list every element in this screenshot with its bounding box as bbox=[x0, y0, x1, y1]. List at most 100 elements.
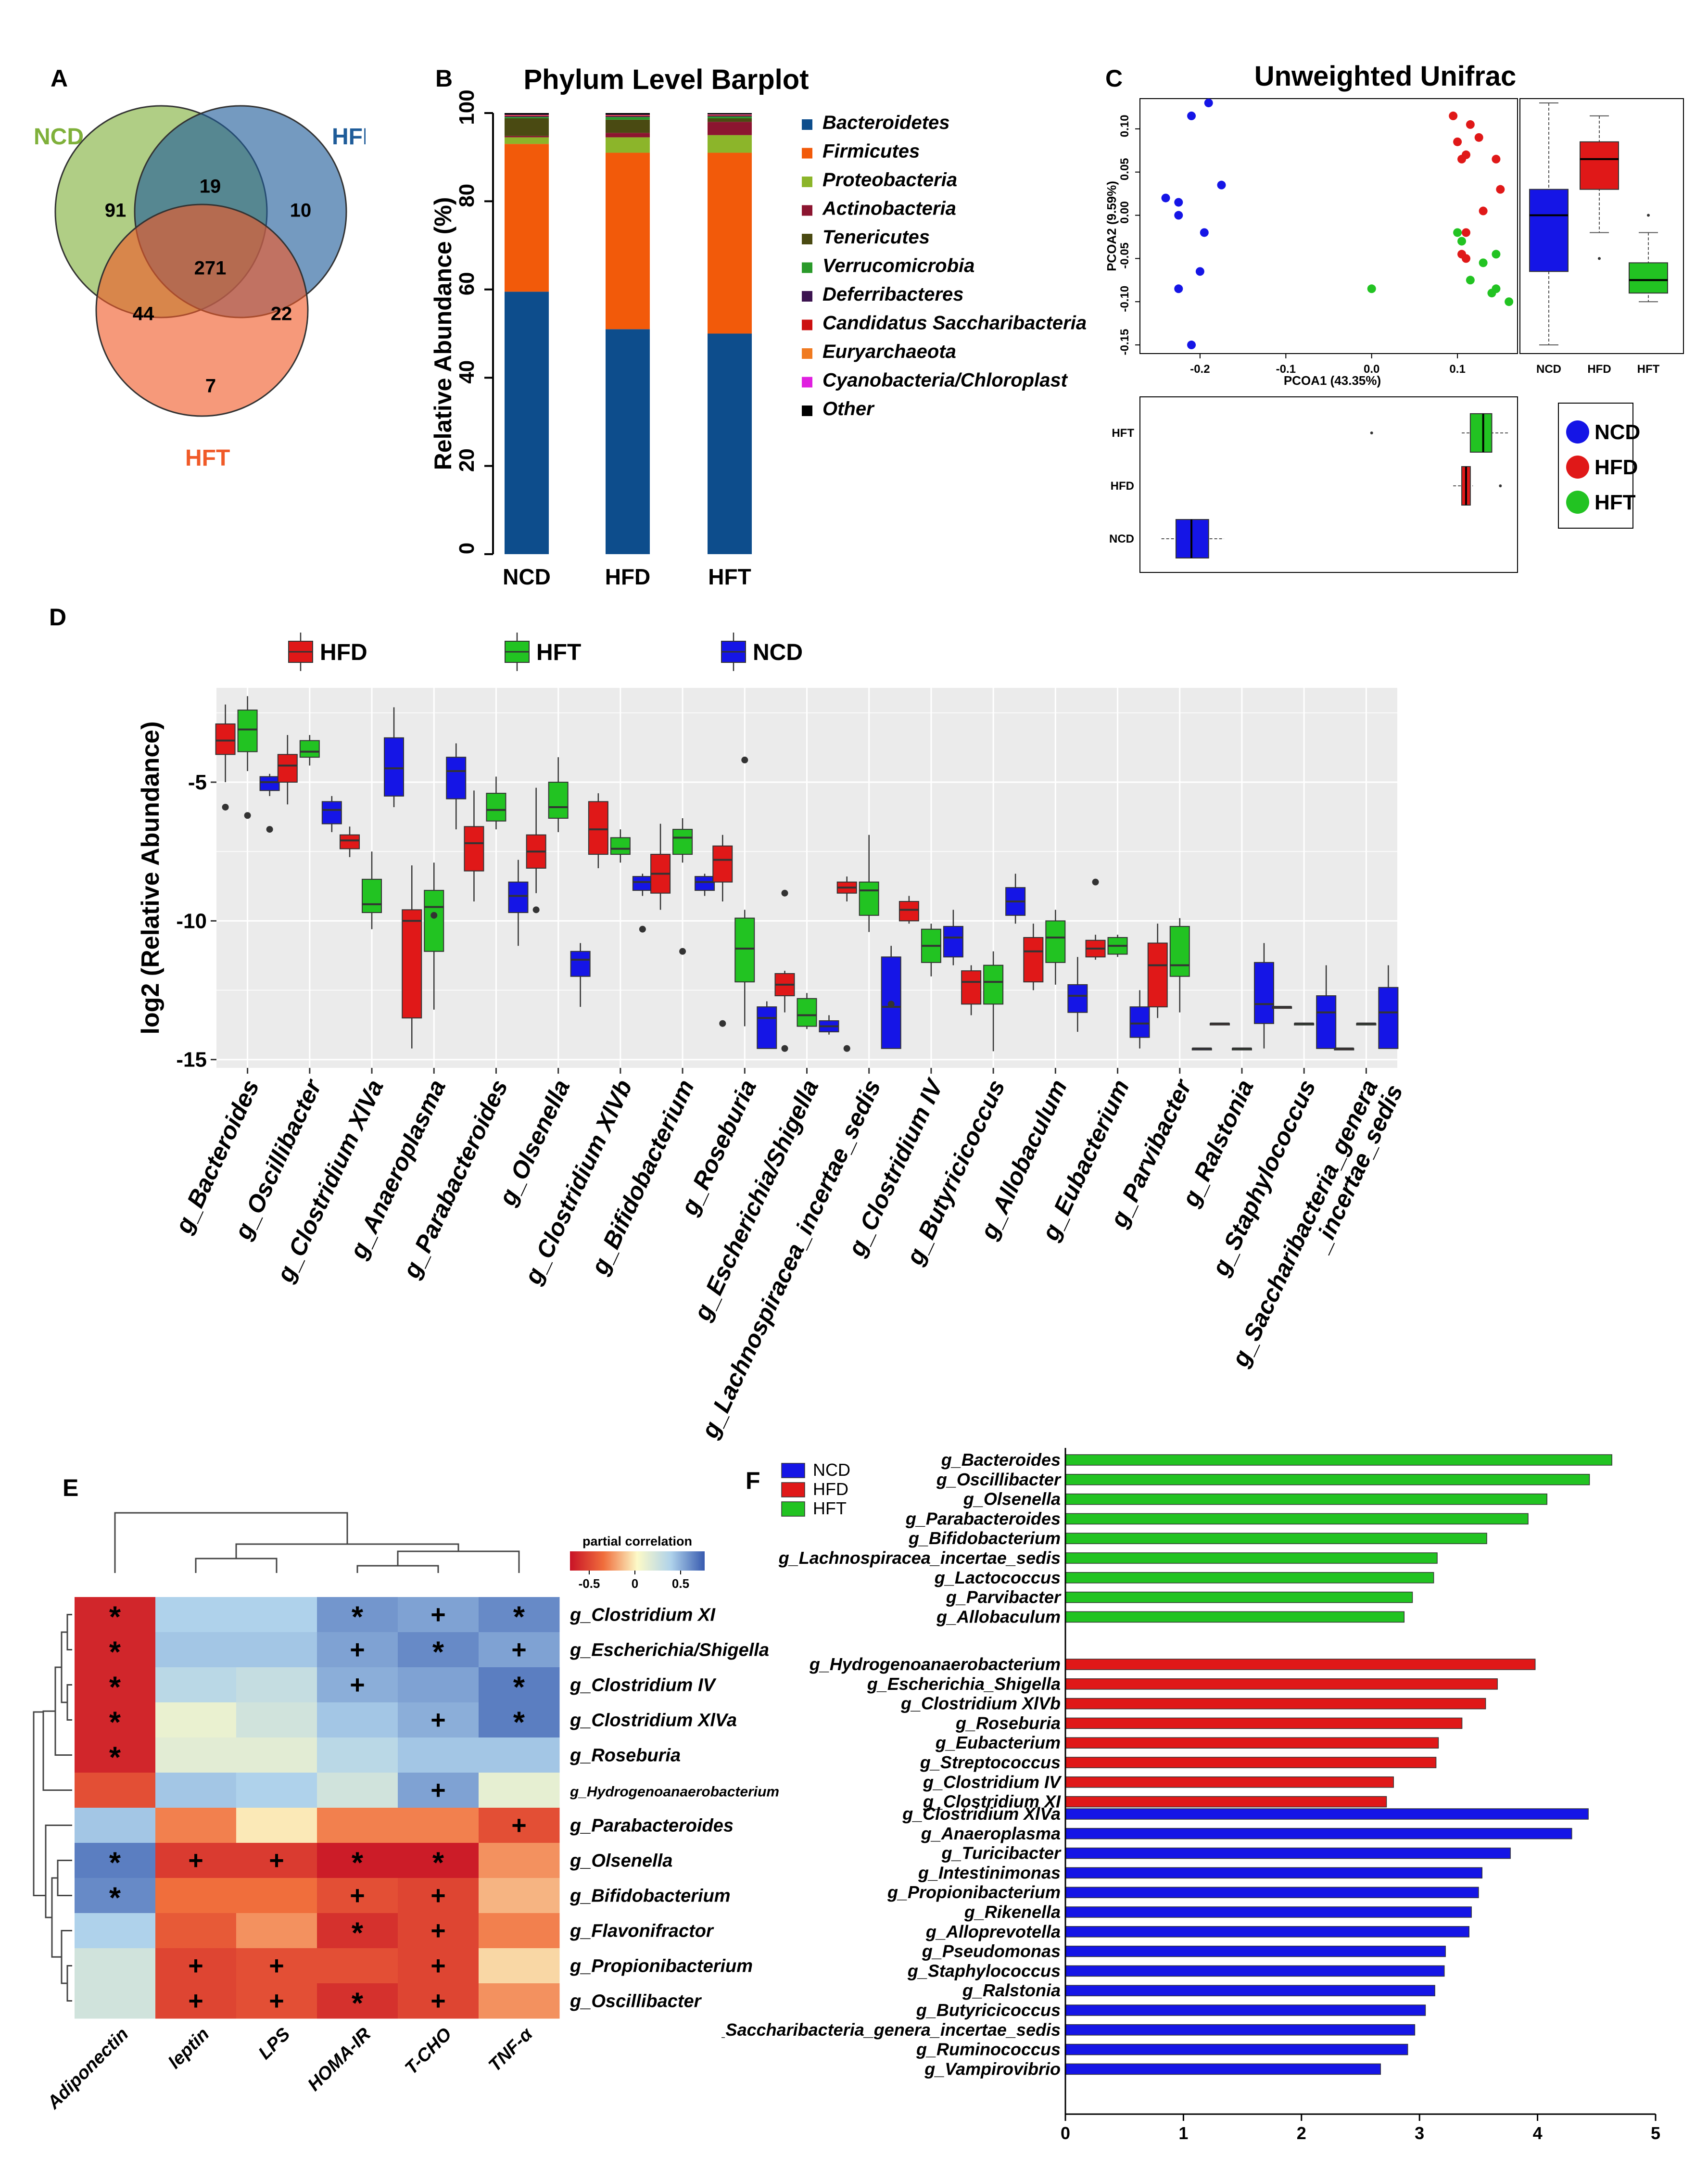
heatmap-cell-g-hydrogenoanaerobacterium-tnf bbox=[479, 1773, 560, 1808]
heatmap-cell-g-escherichia-shigella-t-cho bbox=[398, 1632, 479, 1668]
heatmap-cell-g-propionibacterium-homa-ir bbox=[317, 1948, 398, 1984]
point-ncd bbox=[1161, 193, 1170, 203]
venn-count-hft-only: 7 bbox=[205, 376, 216, 397]
box-hfd-g-clostridium-xlva bbox=[340, 834, 360, 850]
bar-label-g-clostridium-xlva: g_Clostridium XlVa bbox=[902, 1804, 1061, 1824]
bar-ncd-g-saccharibacteria-genera-incertae-sedis bbox=[1065, 2024, 1416, 2036]
point-hfd bbox=[1449, 111, 1458, 120]
legend-swatch-other bbox=[802, 406, 812, 416]
outlier-hfd-g-lachnospiracea-incertae-sedis bbox=[843, 1045, 850, 1052]
heatmap-cell-g-propionibacterium-leptin bbox=[155, 1948, 237, 1984]
heatmap-cell-g-hydrogenoanaerobacterium-lps bbox=[236, 1773, 317, 1808]
significance-mark: + bbox=[511, 1636, 527, 1664]
row-label-g-roseburia: g_Roseburia bbox=[569, 1746, 681, 1766]
heatmap-cell-g-olsenella-leptin bbox=[155, 1843, 237, 1878]
bar-hfd-g-streptococcus bbox=[1065, 1757, 1437, 1768]
legend-label-verrucomicrobia: Verrucomicrobia bbox=[822, 255, 974, 277]
heatmap-cell-g-clostridium-iv-lps bbox=[236, 1667, 317, 1703]
significance-mark: + bbox=[430, 1881, 446, 1910]
venn-set-label-ncd: NCD bbox=[34, 124, 84, 150]
box-hfd-g-parabacteroides bbox=[464, 826, 484, 872]
legend-label-hft: HFT bbox=[536, 640, 581, 665]
legend-swatch-euryarchaeota bbox=[802, 348, 812, 359]
bar-hfd-g-escherichia-shigella bbox=[1065, 1678, 1498, 1690]
bar-label-g-propionibacterium: g_Propionibacterium bbox=[887, 1882, 1061, 1902]
bar-segment-hft-firmicutes bbox=[708, 152, 752, 334]
legend-swatch-deferribacteres bbox=[802, 291, 812, 302]
box-hft-g-butyricicoccus bbox=[983, 964, 1004, 1005]
y-tick-label: -0.05 bbox=[1118, 242, 1131, 269]
point-hfd bbox=[1461, 254, 1470, 263]
heatmap-cell-g-clostridium-xi-t-cho bbox=[398, 1597, 479, 1633]
heatmap-cell-g-roseburia-homa-ir bbox=[317, 1737, 398, 1773]
significance-mark: + bbox=[269, 1846, 284, 1875]
box-ncd-g-staphylococcus bbox=[1316, 995, 1337, 1049]
legend-label-firmicutes: Firmicutes bbox=[822, 141, 920, 162]
bar-ncd-g-rikenella bbox=[1065, 1906, 1472, 1918]
column-label-t-cho: T-CHO bbox=[401, 2024, 455, 2079]
significance-mark: * bbox=[109, 1601, 121, 1634]
heatmap-cell-g-oscillibacter-homa-ir bbox=[317, 1983, 398, 2019]
bar-ncd-g-anaeroplasma bbox=[1065, 1828, 1572, 1839]
box-hft-g-anaeroplasma bbox=[424, 889, 444, 952]
heatmap-cell-g-clostridium-iv-homa-ir bbox=[317, 1667, 398, 1703]
correlation-heatmap: E* * + * g_Clostridium XI* + * + g_Escherichia/S… bbox=[33, 1474, 779, 2114]
bar-hft-g-lactococcus bbox=[1065, 1572, 1434, 1584]
box-hfd-g-butyricicoccus bbox=[961, 970, 982, 1005]
pc2-outlier-hfd bbox=[1598, 257, 1601, 260]
box-hfd-g-clostridium-xlvb bbox=[588, 801, 608, 855]
bar-ncd-g-intestinimonas bbox=[1065, 1867, 1483, 1879]
significance-mark: * bbox=[352, 1847, 364, 1880]
heatmap-cell-g-flavonifractor-adiponectin bbox=[75, 1913, 156, 1949]
significance-mark: * bbox=[513, 1706, 525, 1739]
significance-mark: * bbox=[109, 1671, 121, 1704]
column-label-adiponectin: Adiponectin bbox=[43, 2024, 133, 2114]
x-tick-label: -0.1 bbox=[1276, 363, 1296, 376]
bar-segment-hfd-bacteroidetes bbox=[606, 329, 650, 554]
outlier-hfd-g-escherichia-shigella bbox=[781, 1045, 788, 1052]
legend-tick-label: 0.5 bbox=[672, 1576, 689, 1591]
box-ncd-g-oscillibacter bbox=[321, 801, 342, 824]
outlier-hft-g-roseburia bbox=[741, 756, 748, 763]
heatmap-cell-g-oscillibacter-tnf bbox=[479, 1983, 560, 2019]
column-dendrogram-branch bbox=[195, 1558, 278, 1573]
bar-segment-hft-cyanobacteria-chloroplast bbox=[708, 114, 752, 115]
bar-segment-hfd-deferribacteres bbox=[606, 116, 650, 117]
point-hfd bbox=[1474, 133, 1483, 142]
y-tick-label: 0.00 bbox=[1118, 201, 1131, 224]
bar-label-g-ralstonia: g_Ralstonia bbox=[962, 1980, 1061, 2000]
pc2-box-ncd bbox=[1529, 189, 1569, 272]
x-tick-label: 0 bbox=[1061, 2123, 1070, 2143]
venn-count-hfd-hft: 22 bbox=[271, 304, 292, 325]
heatmap-cell-g-bifidobacterium-tnf bbox=[479, 1878, 560, 1914]
heatmap-cell-g-parabacteroides-adiponectin bbox=[75, 1808, 156, 1843]
point-hft bbox=[1453, 228, 1462, 237]
pc1-box-frame bbox=[1139, 396, 1518, 573]
heatmap-cell-g-roseburia-tnf bbox=[479, 1737, 560, 1773]
heatmap-cell-g-propionibacterium-lps bbox=[236, 1948, 317, 1984]
legend-label-hfd: HFD bbox=[1594, 456, 1638, 479]
y-tick-label: 0.05 bbox=[1118, 158, 1131, 180]
panel-d: D -5 -10 -15 log2 (Relative Abundance) g_Bact… bbox=[0, 592, 1708, 1477]
box-ncd-g-olsenella bbox=[570, 951, 591, 977]
bar-segment-hfd-firmicutes bbox=[606, 152, 650, 330]
heatmap-cell-g-hydrogenoanaerobacterium-homa-ir bbox=[317, 1773, 398, 1808]
box-ncd-g-clostridium-xlva bbox=[384, 737, 405, 797]
pc1-box-hft bbox=[1469, 413, 1493, 453]
heatmap-cell-g-clostridium-xi-adiponectin bbox=[75, 1597, 156, 1633]
row-dendrogram-branch bbox=[45, 1825, 72, 1918]
point-ncd bbox=[1174, 198, 1183, 207]
significance-mark: * bbox=[109, 1636, 121, 1669]
bar-hfd-g-hydrogenoanaerobacterium bbox=[1065, 1659, 1536, 1670]
box-hft-g-olsenella bbox=[548, 782, 569, 819]
panel-letter-f: F bbox=[746, 1467, 760, 1494]
heatmap-cell-g-clostridium-xlva-homa-ir bbox=[317, 1702, 398, 1738]
y-axis-label: Relative Abundance (%) bbox=[430, 197, 456, 470]
outlier-hfd-g-roseburia bbox=[719, 1020, 726, 1027]
y-tick-label: -15 bbox=[176, 1048, 207, 1072]
bar-ncd-g-staphylococcus bbox=[1065, 1965, 1445, 1977]
legend-marker-ncd bbox=[1566, 420, 1589, 444]
bar-hfd-g-clostridium-xlvb bbox=[1065, 1698, 1486, 1710]
significance-mark: + bbox=[430, 1952, 446, 1980]
bar-segment-hft-proteobacteria bbox=[708, 135, 752, 153]
